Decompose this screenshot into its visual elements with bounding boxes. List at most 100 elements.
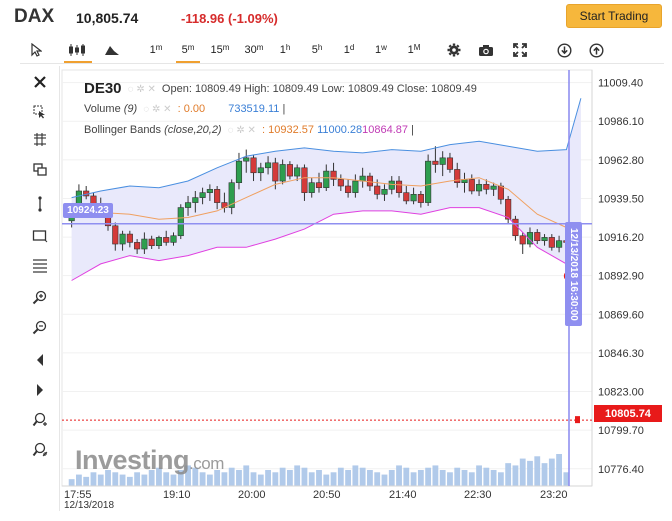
start-trading-button[interactable]: Start Trading	[566, 4, 662, 28]
candle-body	[403, 192, 410, 202]
candle	[432, 146, 439, 173]
timeframe-30m[interactable]: 30 m	[244, 42, 264, 57]
candle-body	[257, 167, 264, 174]
time-tick-label: 23:20	[540, 489, 568, 501]
volume-bar	[388, 470, 395, 486]
zoom-out-icon[interactable]	[30, 318, 50, 338]
time-tick-label: 17:55	[64, 489, 92, 501]
candle	[126, 230, 133, 248]
volume-bar	[170, 474, 177, 486]
volume-bar	[156, 467, 162, 486]
time-tick-label: 21:40	[389, 489, 417, 501]
volume-bar	[214, 470, 221, 486]
volume-bar	[199, 472, 206, 486]
volume-bar	[257, 474, 264, 486]
bb-settings-icons[interactable]: ◌ ✲ ✕	[227, 125, 256, 136]
camera-icon[interactable]	[476, 40, 496, 60]
price-tick-label: 10916.20	[598, 232, 644, 244]
volume-bar	[192, 467, 199, 486]
volume-bar	[330, 472, 337, 486]
candle-body	[199, 192, 206, 198]
candle-body	[439, 157, 446, 165]
price-tick-label: 10962.80	[598, 155, 644, 167]
download-icon[interactable]	[554, 40, 574, 60]
candle-body	[170, 235, 177, 243]
candle-body	[235, 160, 243, 184]
volume-bar	[126, 476, 133, 486]
candle-body	[206, 189, 213, 193]
volume-bar	[265, 470, 271, 486]
upload-icon[interactable]	[586, 40, 606, 60]
cursor-icon[interactable]	[28, 40, 44, 60]
scroll-left-icon[interactable]	[30, 350, 50, 370]
zoom-in-icon[interactable]	[30, 288, 50, 308]
volume-settings-icons[interactable]: ◌ ✲ ✕	[143, 104, 172, 115]
candle-body	[119, 233, 126, 245]
cursor-select-icon[interactable]	[30, 102, 50, 122]
volume-bar	[476, 465, 482, 486]
fibonacci-tool-icon[interactable]	[30, 256, 50, 276]
bb-upper-value: : 10932.57	[262, 124, 314, 136]
time-tick-label: 20:50	[313, 489, 341, 501]
candle-body	[134, 242, 141, 250]
candle	[177, 204, 184, 240]
bb-name: Bollinger Bands	[84, 124, 162, 136]
candle	[265, 156, 272, 175]
candle	[446, 152, 454, 173]
scroll-right-icon[interactable]	[30, 380, 50, 400]
candle-body	[308, 182, 315, 193]
volume-bar	[447, 472, 453, 486]
candle	[541, 234, 548, 246]
volume-bar	[563, 472, 570, 486]
candle	[381, 184, 388, 201]
bb-lower-value: 10864.87	[362, 124, 409, 136]
candle	[468, 174, 475, 195]
crosshair-tool-icon[interactable]	[30, 130, 50, 150]
candle	[403, 186, 410, 205]
area-type-icon[interactable]	[102, 40, 122, 60]
volume-bar	[439, 470, 446, 486]
trend-line-icon[interactable]	[30, 194, 50, 214]
candle-body	[214, 189, 221, 203]
volume-bar	[141, 474, 148, 486]
magnet-icon[interactable]	[30, 410, 50, 430]
fullscreen-icon[interactable]	[510, 40, 530, 60]
price-tick-label: 10776.40	[598, 464, 644, 476]
price-change: -118.96 (-1.09%)	[181, 11, 278, 26]
price-tick-label: 10892.90	[598, 271, 644, 283]
settings-gear-icon[interactable]	[444, 40, 464, 60]
volume-bar	[403, 467, 410, 486]
legend-visibility-icons[interactable]: ◌ ✲ ✕	[127, 84, 156, 95]
candle	[395, 176, 403, 198]
candle	[388, 176, 395, 195]
volume-separator: |	[282, 103, 286, 115]
crosshair-time-label: 12/13/2018 16:30:00	[565, 222, 582, 326]
candle-body	[126, 233, 133, 243]
candle	[315, 172, 323, 193]
candle-body	[286, 164, 293, 177]
volume-bar	[279, 467, 286, 486]
candle-body	[519, 235, 526, 245]
reset-zoom-icon[interactable]	[30, 440, 50, 460]
volume-bar	[286, 470, 293, 486]
close-icon[interactable]	[30, 72, 50, 92]
volume-bar	[548, 458, 555, 486]
rectangle-tool-icon[interactable]	[30, 226, 50, 246]
clone-icon[interactable]	[30, 160, 50, 180]
volume-bar	[316, 470, 322, 486]
candle-body	[454, 169, 461, 184]
volume-bar	[206, 474, 213, 486]
candle-body	[141, 238, 148, 250]
volume-bar	[359, 467, 366, 486]
candle-body	[497, 185, 504, 200]
candlestick-type-icon[interactable]	[64, 40, 92, 63]
timeframe-15m[interactable]: 15 m	[210, 42, 230, 57]
